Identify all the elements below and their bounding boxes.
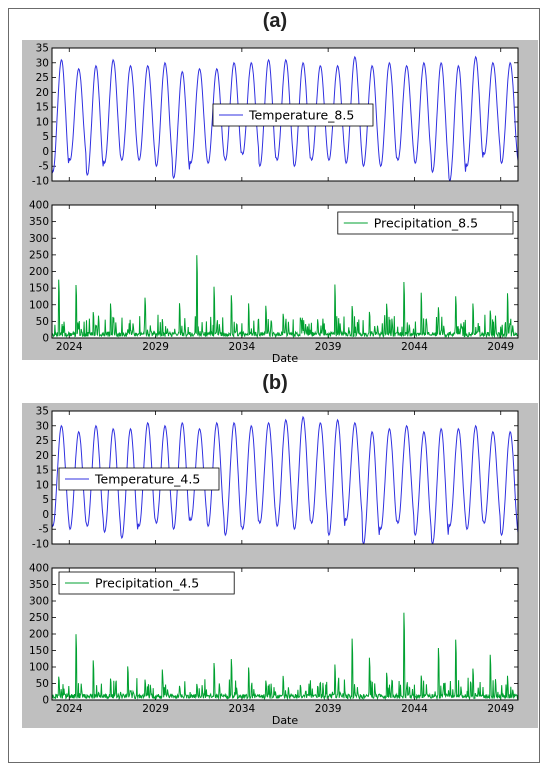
- series-line: [52, 612, 518, 700]
- x-tick-label: 2024: [56, 703, 83, 715]
- y-tick-label: 50: [36, 316, 49, 328]
- y-tick-label: 250: [29, 249, 49, 261]
- y-tick-label: 15: [36, 102, 49, 114]
- x-axis-label: Date: [272, 714, 299, 727]
- x-tick-label: 2044: [401, 341, 428, 353]
- y-tick-label: -5: [39, 161, 49, 173]
- y-tick-label: 35: [36, 406, 49, 418]
- legend-label: Temperature_8.5: [248, 108, 354, 123]
- y-tick-label: -10: [32, 176, 49, 188]
- axes-frame: [51, 410, 519, 545]
- y-tick-label: 25: [36, 72, 49, 84]
- y-tick-label: 30: [36, 420, 49, 432]
- y-tick-label: 250: [29, 612, 49, 624]
- y-tick-label: 350: [29, 579, 49, 591]
- axes-frame: [51, 47, 519, 182]
- y-tick-label: 400: [29, 563, 49, 575]
- x-tick-label: 2049: [487, 703, 514, 715]
- legend-label: Precipitation_4.5: [95, 576, 199, 591]
- legend-box: [337, 211, 514, 235]
- x-tick-label: 2034: [228, 703, 255, 715]
- x-tick-label: 2034: [228, 341, 255, 353]
- y-tick-label: 200: [29, 629, 49, 641]
- y-tick-label: 20: [36, 87, 49, 99]
- series-line: [52, 415, 518, 544]
- legend-box: [212, 103, 374, 127]
- y-tick-label: 300: [29, 233, 49, 245]
- y-tick-label: 5: [42, 494, 49, 506]
- y-tick-label: 0: [42, 333, 49, 345]
- y-tick-label: 5: [42, 131, 49, 143]
- y-tick-label: 0: [42, 146, 49, 158]
- y-tick-label: -5: [39, 524, 49, 536]
- y-tick-label: 20: [36, 450, 49, 462]
- legend-label: Precipitation_8.5: [374, 216, 478, 231]
- series-line: [52, 55, 518, 181]
- x-axis-label: Date: [272, 352, 299, 365]
- x-tick-label: 2044: [401, 703, 428, 715]
- y-tick-label: 300: [29, 596, 49, 608]
- x-tick-label: 2049: [487, 341, 514, 353]
- x-tick-label: 2029: [142, 341, 169, 353]
- x-tick-label: 2029: [142, 703, 169, 715]
- y-tick-label: 100: [29, 662, 49, 674]
- y-tick-label: 15: [36, 465, 49, 477]
- y-tick-label: 50: [36, 678, 49, 690]
- y-tick-label: 200: [29, 266, 49, 278]
- axes-frame: [51, 204, 519, 339]
- legend-box: [58, 467, 220, 491]
- y-tick-label: 150: [29, 283, 49, 295]
- y-tick-label: 350: [29, 216, 49, 228]
- y-tick-label: 0: [42, 695, 49, 707]
- y-tick-label: 150: [29, 645, 49, 657]
- y-tick-label: 35: [36, 43, 49, 55]
- x-tick-label: 2039: [315, 703, 342, 715]
- x-tick-label: 2024: [56, 341, 83, 353]
- y-tick-label: 100: [29, 299, 49, 311]
- panel-label: (a): [263, 10, 287, 32]
- y-tick-label: 400: [29, 200, 49, 212]
- y-tick-label: 25: [36, 435, 49, 447]
- y-tick-label: 10: [36, 116, 49, 128]
- y-tick-label: 10: [36, 479, 49, 491]
- y-tick-label: 30: [36, 57, 49, 69]
- panel-label: (b): [262, 372, 288, 394]
- series-line: [52, 255, 518, 338]
- axes-frame: [51, 567, 519, 701]
- legend-label: Temperature_4.5: [94, 472, 200, 487]
- figure-frame: [8, 8, 540, 763]
- y-tick-label: -10: [32, 539, 49, 551]
- x-tick-label: 2039: [315, 341, 342, 353]
- y-tick-label: 0: [42, 509, 49, 521]
- legend-box: [58, 571, 235, 595]
